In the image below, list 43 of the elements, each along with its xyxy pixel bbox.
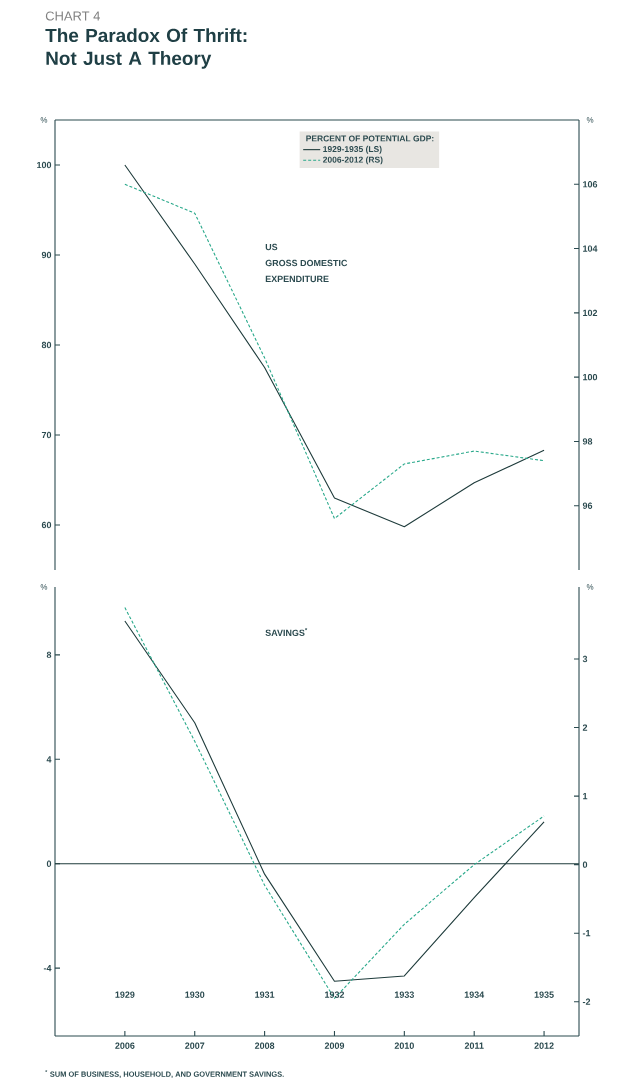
y-tick-label: 100 — [37, 161, 52, 169]
caption: CHART 4 — [45, 11, 100, 21]
y2-tick-label: 106 — [583, 181, 598, 188]
y2-tick-label: -1 — [582, 930, 591, 937]
x-tick-label: 2007 — [185, 1042, 205, 1049]
y2-tick-label: 102 — [583, 309, 598, 317]
x-tick-label: 2010 — [394, 1042, 414, 1049]
y2-tick-label: -2 — [582, 998, 591, 1005]
y-tick-label: 8 — [46, 651, 52, 659]
chart-title: The Paradox Of Thrift: Not Just A Theory — [45, 28, 247, 69]
y-tick-label: 90 — [41, 251, 52, 259]
y2-tick-label: 100 — [583, 373, 598, 381]
legend-title: PERCENT OF POTENTIAL GDP: — [306, 135, 434, 142]
x-tick-label: 2009 — [324, 1042, 345, 1049]
y-tick-label: 70 — [41, 431, 52, 439]
x2-tick-label: 1931 — [255, 991, 275, 998]
y2-tick-label: 0 — [582, 861, 588, 868]
y2-tick-label: 98 — [582, 438, 593, 445]
y-tick-label: 0 — [46, 860, 52, 867]
y2-tick-label: 1 — [583, 793, 588, 800]
y-tick-label: -4 — [43, 965, 52, 972]
legend-label: 1929-1935 (LS) — [323, 145, 382, 154]
annotation: SAVINGS$^{*}$ — [265, 628, 308, 637]
y-tick-label: 80 — [41, 341, 52, 349]
y2-tick-label: 104 — [583, 245, 598, 252]
legend-label: 2006-2012 (RS) — [323, 156, 383, 165]
x-tick-label: 2011 — [464, 1042, 484, 1049]
y2-tick-label: 96 — [582, 502, 593, 509]
annotation: EXPENDITURE — [265, 275, 329, 283]
y-tick-label: 60 — [41, 521, 52, 529]
x2-tick-label: 1933 — [394, 991, 414, 998]
x-tick-label: 2006 — [115, 1042, 135, 1049]
annotation: US — [265, 243, 278, 251]
y2-tick-label: 2 — [582, 724, 588, 731]
x-tick-label: 2012 — [534, 1042, 554, 1049]
y-tick-label: 4 — [46, 756, 52, 763]
annotation: GROSS DOMESTIC — [265, 259, 348, 267]
x2-tick-label: 1934 — [464, 991, 485, 998]
y2-tick-label: 3 — [582, 655, 588, 663]
x2-tick-label: 1935 — [534, 991, 554, 998]
x2-tick-label: 1930 — [185, 991, 205, 998]
x2-tick-label: 1929 — [115, 991, 135, 998]
x-tick-label: 2008 — [254, 1042, 275, 1049]
